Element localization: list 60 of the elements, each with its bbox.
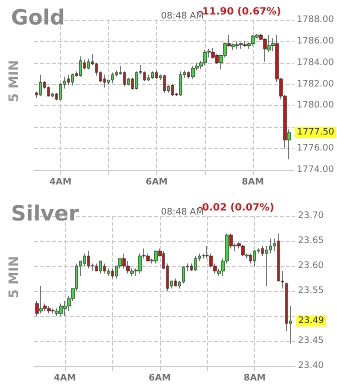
candlestick: [67, 74, 70, 86]
candlestick: [243, 41, 247, 48]
candlestick: [174, 278, 177, 286]
candlestick: [194, 256, 197, 272]
candlestick: [154, 250, 158, 264]
y-tick-label: 1774.00: [296, 165, 334, 175]
candlestick: [171, 84, 174, 96]
chart-title: Silver: [11, 202, 80, 226]
candlestick: [163, 74, 166, 94]
candlestick: [249, 253, 252, 264]
candlestick: [235, 41, 239, 50]
candlestick: [59, 303, 63, 316]
y-tick-label: 23.55: [298, 286, 324, 296]
candlestick: [191, 66, 195, 80]
x-tick-label: 8AM: [244, 374, 266, 384]
y-tick-label: 23.40: [298, 361, 324, 371]
annotation: 1777.50: [296, 128, 334, 138]
y-tick-label: 1788.00: [296, 15, 334, 25]
candlestick: [151, 71, 154, 80]
candlestick: [87, 58, 90, 70]
candlestick: [147, 74, 150, 82]
candlestick: [51, 308, 55, 314]
y-tick-label: 23.45: [298, 336, 324, 346]
annotation: 23.49: [298, 316, 324, 326]
candlestick: [47, 306, 51, 314]
candlestick: [253, 250, 256, 266]
candlestick: [87, 250, 90, 269]
candlestick: [79, 56, 82, 78]
x-tick-label: 8AM: [242, 178, 264, 188]
candlestick: [111, 268, 114, 279]
x-tick-label: 6AM: [146, 178, 168, 188]
candlestick: [95, 263, 98, 272]
candlestick: [263, 38, 267, 62]
candlestick: [103, 74, 106, 88]
y-tick-label: 1786.00: [296, 36, 334, 46]
candlestick: [99, 260, 102, 274]
candlestick: [251, 34, 255, 46]
candlestick: [71, 73, 74, 86]
candlestick: [203, 50, 207, 66]
y-tick-label: 1784.00: [296, 58, 334, 68]
x-tick-label: 4AM: [49, 178, 72, 188]
candlestick: [39, 286, 43, 314]
chart-title: Gold: [11, 6, 65, 30]
y-tick-label: 23.70: [298, 211, 324, 221]
candlestick: [39, 74, 42, 96]
x-tick-label: 4AM: [54, 374, 76, 384]
y-tick-label: 23.60: [298, 261, 324, 271]
candlestick: [179, 71, 182, 96]
candlestick: [111, 72, 114, 84]
y-tick-label: 1780.00: [296, 100, 334, 111]
candlestick: [103, 263, 106, 274]
y-tick-label: 1776.00: [296, 144, 334, 154]
candlestick: [241, 244, 245, 256]
y-tick-label: 23.65: [298, 236, 324, 246]
y-axis-title: 5 MIN: [7, 256, 22, 298]
candlestick: [239, 42, 243, 50]
y-axis-title: 5 MIN: [7, 60, 22, 102]
x-tick-label: 6AM: [148, 374, 171, 384]
candlestick: [155, 70, 158, 80]
y-tick-label: 1782.00: [296, 79, 334, 90]
